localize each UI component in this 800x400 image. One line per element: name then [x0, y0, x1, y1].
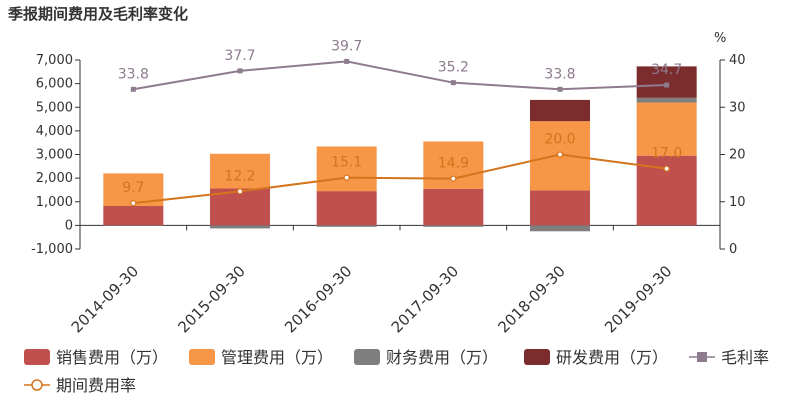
- legend-swatch-2: [189, 349, 215, 365]
- y-left-tick-label: 1,000: [36, 195, 73, 210]
- legend-label-2: 管理费用（万）: [221, 348, 333, 367]
- line-2-point-4: [450, 175, 457, 182]
- y-left-tick-label: 2,000: [36, 171, 73, 186]
- line-2-label-1: 9.7: [122, 180, 144, 196]
- y-right-tick-label: 20: [729, 148, 746, 163]
- legend-label-5: 毛利率: [721, 348, 769, 367]
- line-1-label-4: 35.2: [438, 60, 469, 76]
- line-1-label-2: 37.7: [224, 48, 255, 64]
- legend-swatch-marker-5: [697, 352, 707, 362]
- bar-3-5: [530, 225, 590, 232]
- y-left-tick-label: -1,000: [31, 242, 73, 257]
- x-tick-label: 2019-09-30: [601, 262, 675, 336]
- y-left-tick-label: 7,000: [36, 53, 73, 68]
- line-2-point-5: [556, 151, 564, 158]
- bar-4-6: [636, 66, 697, 98]
- line-1-point-5: [557, 86, 563, 92]
- line-2-label-3: 15.1: [331, 155, 362, 171]
- bar-3-1: [103, 225, 164, 226]
- legend-swatch-marker-6: [31, 379, 43, 391]
- bar-1-4: [423, 188, 484, 226]
- y-left-tick-label: 6,000: [36, 77, 73, 92]
- y-right-tick-label: 30: [729, 100, 746, 115]
- bar-3-2: [210, 225, 270, 229]
- line-1-point-6: [664, 82, 670, 88]
- line-1-point-3: [344, 58, 350, 64]
- line-2-point-1: [130, 200, 137, 207]
- bar-1-5: [530, 190, 590, 226]
- bar-1-1: [103, 206, 164, 226]
- bar-3-3: [316, 225, 377, 227]
- line-2-label-5: 20.0: [544, 132, 575, 148]
- bar-2-3: [316, 146, 377, 192]
- y-right-tick-label: 0: [729, 242, 737, 257]
- line-2-label-6: 17.0: [651, 146, 682, 162]
- bar-2-6: [636, 102, 697, 156]
- line-series-2: [133, 153, 667, 205]
- line-2-label-2: 12.2: [224, 168, 255, 184]
- x-tick-label: 2014-09-30: [68, 262, 142, 336]
- line-1-point-2: [237, 68, 243, 74]
- legend-label-3: 财务费用（万）: [386, 348, 498, 367]
- line-1-label-3: 39.7: [331, 38, 362, 54]
- y-left-tick-label: 4,000: [36, 124, 73, 139]
- line-1-point-1: [130, 86, 136, 92]
- line-1-label-6: 34.7: [651, 62, 682, 78]
- legend-label-4: 研发费用（万）: [556, 348, 668, 367]
- legend-label-6: 期间费用率: [56, 376, 136, 395]
- x-tick-label: 2015-09-30: [174, 262, 248, 336]
- x-tick-label: 2016-09-30: [281, 262, 355, 336]
- y-right-tick-label: 40: [729, 53, 746, 68]
- line-2-label-4: 14.9: [438, 156, 469, 172]
- y-left-tick-label: 5,000: [36, 100, 73, 115]
- y-left-tick-label: 3,000: [36, 148, 73, 163]
- line-1-label-1: 33.8: [118, 66, 149, 82]
- legend-swatch-4: [524, 349, 550, 365]
- bar-1-3: [316, 191, 377, 226]
- bar-2-2: [210, 153, 270, 189]
- bar-3-4: [423, 225, 484, 227]
- x-tick-label: 2017-09-30: [388, 262, 462, 336]
- chart-title: 季报期间费用及毛利率变化: [8, 5, 189, 23]
- bar-4-5: [530, 99, 590, 122]
- y-left-tick-label: 0: [65, 218, 73, 233]
- y-right-tick-label: 10: [729, 195, 746, 210]
- legend-swatch-1: [24, 349, 50, 365]
- legend-swatch-3: [354, 349, 380, 365]
- legend-label-1: 销售费用（万）: [56, 348, 168, 367]
- line-2-point-3: [343, 174, 350, 181]
- line-series-1: [133, 60, 667, 91]
- line-2-point-2: [236, 188, 244, 195]
- line-2-point-6: [663, 165, 670, 172]
- line-1-point-4: [450, 80, 456, 86]
- bar-3-6: [636, 97, 697, 103]
- line-1-label-5: 33.8: [544, 66, 575, 82]
- bar-1-2: [210, 188, 270, 226]
- x-tick-label: 2018-09-30: [494, 262, 568, 336]
- y-right-axis-label: %: [714, 31, 726, 46]
